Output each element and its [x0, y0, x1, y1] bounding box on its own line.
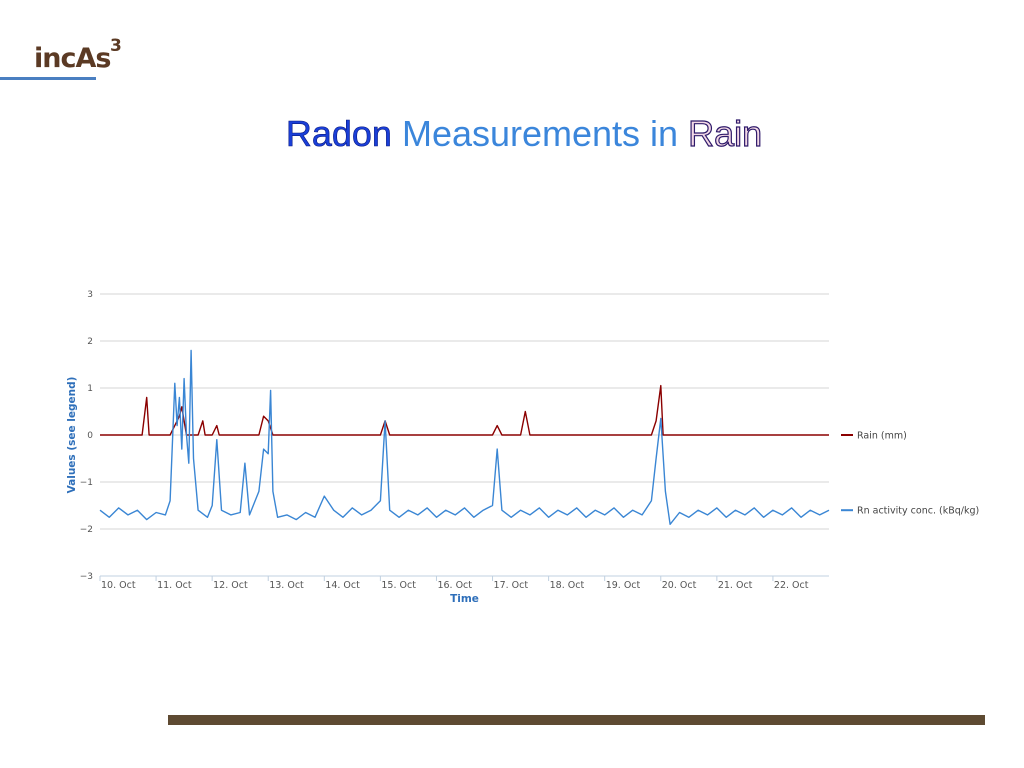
slide-title: Radon Measurements in Rain [0, 112, 1024, 156]
series-line-radon [99, 349, 830, 525]
x-tick-label: 17. Oct [494, 580, 529, 591]
title-word-rain: Rain [687, 112, 763, 154]
logo-text: incAs [34, 43, 110, 74]
y-tick-label: 3 [87, 290, 93, 300]
legend-label-radon: Rn activity conc. (kBq/kg) [857, 506, 979, 517]
legend-label-rain: Rain (mm) [857, 431, 907, 442]
x-tick-label: 11. Oct [157, 580, 192, 591]
y-axis-title: Values (see legend) [66, 377, 78, 494]
x-axis-title: Time [450, 593, 479, 605]
series-layer [99, 349, 830, 525]
title-word-measurements-in: Measurements in [401, 113, 679, 154]
x-tick-label: 12. Oct [213, 580, 248, 591]
series-line-rain [100, 384, 829, 436]
y-tick-label: 2 [87, 337, 93, 347]
x-tick-label: 21. Oct [718, 580, 753, 591]
x-tick-label: 10. Oct [101, 580, 136, 591]
title-word-radon: Radon [285, 113, 393, 155]
x-tick-label: 15. Oct [381, 580, 416, 591]
y-tick-label: −1 [80, 478, 93, 488]
x-tick-label: 13. Oct [269, 580, 304, 591]
logo-underline [0, 77, 96, 80]
footer-bar [168, 715, 985, 725]
x-tick-label: 19. Oct [606, 580, 641, 591]
y-tick-label: 1 [87, 384, 93, 394]
y-tick-label: −2 [80, 525, 93, 535]
x-tick-label: 16. Oct [437, 580, 472, 591]
legend: Rain (mm) Rn activity conc. (kBq/kg) [841, 431, 979, 517]
x-axis-ticks: 10. Oct 11. Oct 12. Oct 13. Oct 14. Oct 15. O… [99, 576, 809, 591]
y-axis-ticks: 3 2 1 0 −1 −2 −3 [80, 290, 94, 582]
y-tick-label: −3 [80, 572, 93, 582]
incas3-logo: incAs 3 [34, 36, 122, 74]
gridlines [100, 293, 829, 530]
x-tick-label: 22. Oct [774, 580, 809, 591]
x-tick-label: 14. Oct [325, 580, 360, 591]
y-tick-label: 0 [87, 431, 93, 441]
x-tick-label: 18. Oct [550, 580, 585, 591]
logo-superscript: 3 [110, 36, 122, 56]
x-tick-label: 20. Oct [662, 580, 697, 591]
